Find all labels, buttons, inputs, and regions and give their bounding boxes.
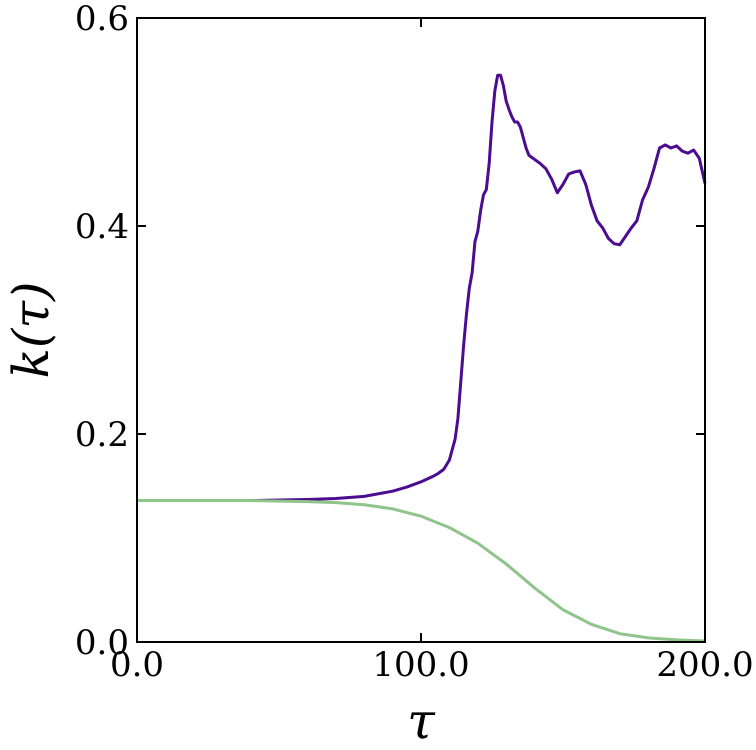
y-tick-label: 0.2 <box>75 415 129 455</box>
x-tick-label: 100.0 <box>372 645 469 685</box>
y-tick-label: 0.0 <box>75 623 129 663</box>
plot-frame <box>136 17 706 643</box>
series-layer <box>137 73 707 643</box>
tick-layer: 0.0 100.0 200.0 0.0 0.2 0.4 0.6 <box>75 0 754 685</box>
series-line-2 <box>137 499 706 643</box>
x-axis-label: τ <box>407 692 436 750</box>
x-tick-label: 200.0 <box>656 645 753 685</box>
y-tick-label: 0.6 <box>75 0 129 39</box>
y-tick-label: 0.4 <box>75 207 129 247</box>
y-axis-label: k(τ) <box>2 282 60 379</box>
x-tick-label: 0.0 <box>110 645 164 685</box>
series-line-1 <box>137 73 707 503</box>
